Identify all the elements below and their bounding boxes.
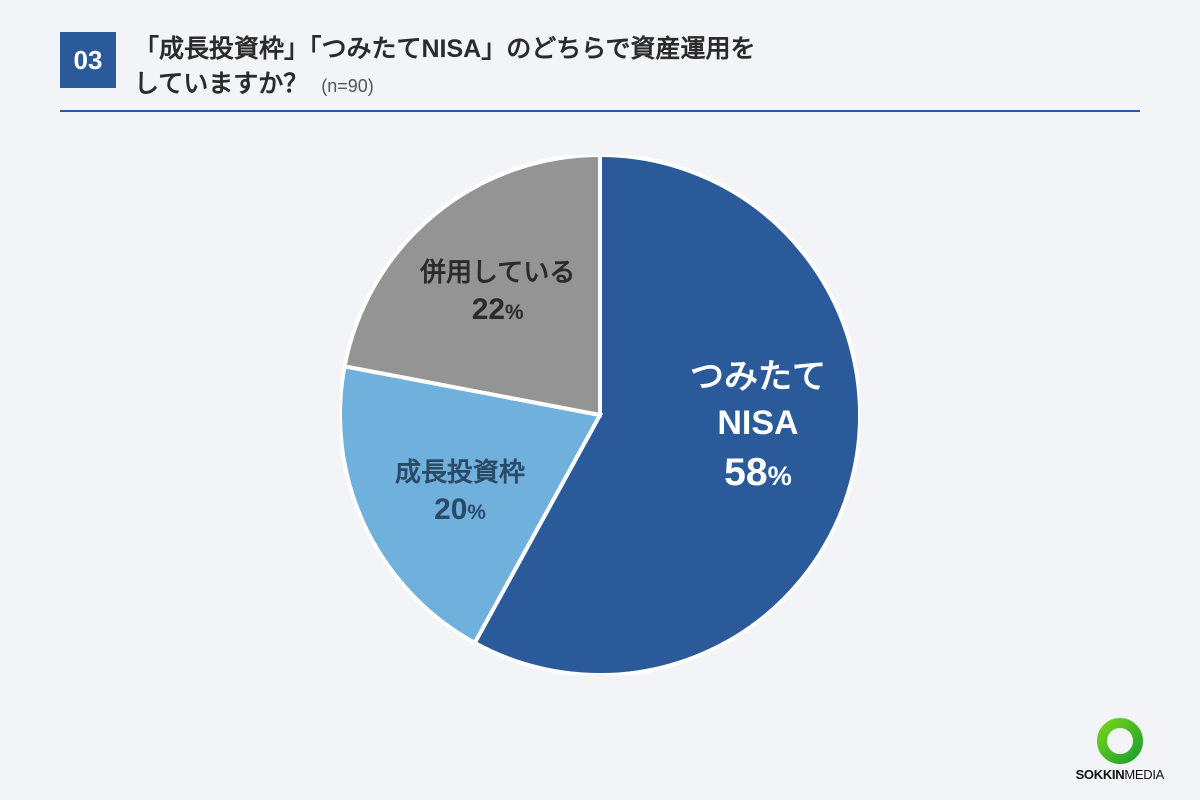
pie-chart: つみたてNISA58% 成長投資枠20% 併用している22% — [340, 155, 860, 675]
question-title-line1: 「成長投資枠」「つみたてNISA」のどちらで資産運用を — [134, 35, 755, 63]
logo-ring-icon — [1096, 717, 1144, 765]
question-title: 「成長投資枠」「つみたてNISA」のどちらで資産運用を していますか？ (n=9… — [134, 32, 755, 102]
sample-size-note: (n=90) — [321, 76, 374, 96]
question-title-line2: していますか？ — [134, 70, 308, 98]
logo-text: SOKKINMEDIA — [1076, 767, 1164, 782]
question-number: 03 — [74, 45, 103, 76]
pie-slice-label: 成長投資枠20% — [395, 455, 525, 530]
pie-slice-label: つみたてNISA58% — [690, 355, 826, 500]
chart-container: つみたてNISA58% 成長投資枠20% 併用している22% — [0, 155, 1200, 675]
question-header: 03 「成長投資枠」「つみたてNISA」のどちらで資産運用を していますか？ (… — [60, 32, 1140, 112]
brand-logo: SOKKINMEDIA — [1076, 717, 1164, 782]
pie-slice-label: 併用している22% — [420, 255, 575, 330]
logo-text-bold: SOKKIN — [1076, 767, 1125, 782]
question-number-badge: 03 — [60, 32, 116, 88]
logo-text-rest: MEDIA — [1124, 767, 1164, 782]
